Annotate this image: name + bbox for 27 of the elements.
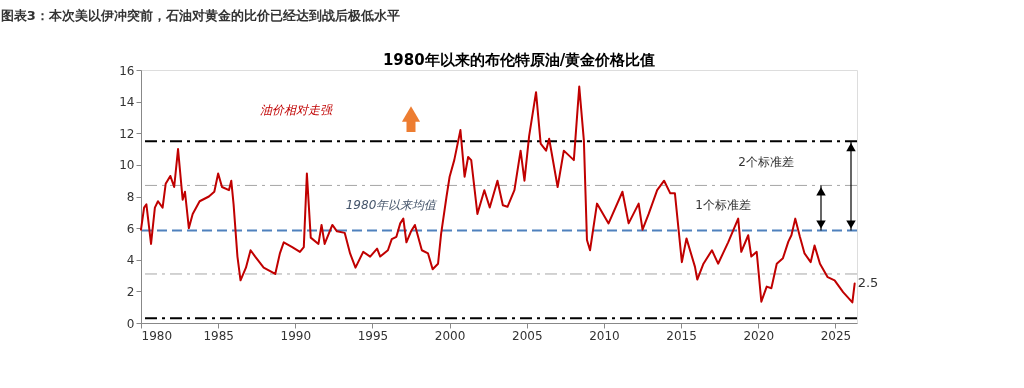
line-series [140, 85, 856, 304]
x-tick-label: 1980 [141, 328, 173, 343]
x-tick-label: 2015 [666, 328, 697, 343]
y-tick-label: 0 [126, 316, 135, 331]
y-tick-label: 4 [126, 253, 135, 268]
y-tick-label: 12 [119, 126, 135, 141]
annotation: 2.5 [857, 275, 879, 291]
annotation: 油价相对走强 [260, 103, 333, 117]
y-tick-label: 16 [119, 63, 135, 78]
x-tick-label: 2005 [512, 328, 543, 343]
y-tick-label: 6 [126, 221, 135, 236]
x-tick-label: 2010 [589, 328, 620, 343]
x-tick-label: 2020 [743, 328, 775, 343]
annotation: 2个标准差 [738, 155, 794, 169]
chart-title: 图表3：本次美以伊冲突前，石油对黄金的比价已经达到战后极低水平 [0, 8, 400, 23]
chart-subtitle: 1980年以来的布伦特原油/黄金价格比值 [382, 51, 656, 69]
y-tick-label: 2 [126, 284, 135, 299]
annotation: 1个标准差 [695, 198, 751, 212]
x-tick-label: 2025 [820, 328, 852, 343]
x-tick-label: 2000 [434, 328, 466, 343]
x-tick-label: 1985 [203, 328, 234, 343]
y-tick-label: 8 [126, 190, 135, 204]
x-tick-label: 1990 [280, 328, 312, 343]
x-tick-label: 1995 [357, 328, 389, 343]
y-tick-label: 10 [119, 158, 135, 173]
y-tick-label: 14 [119, 95, 135, 110]
annotation: 1980年以来均值 [345, 198, 439, 212]
